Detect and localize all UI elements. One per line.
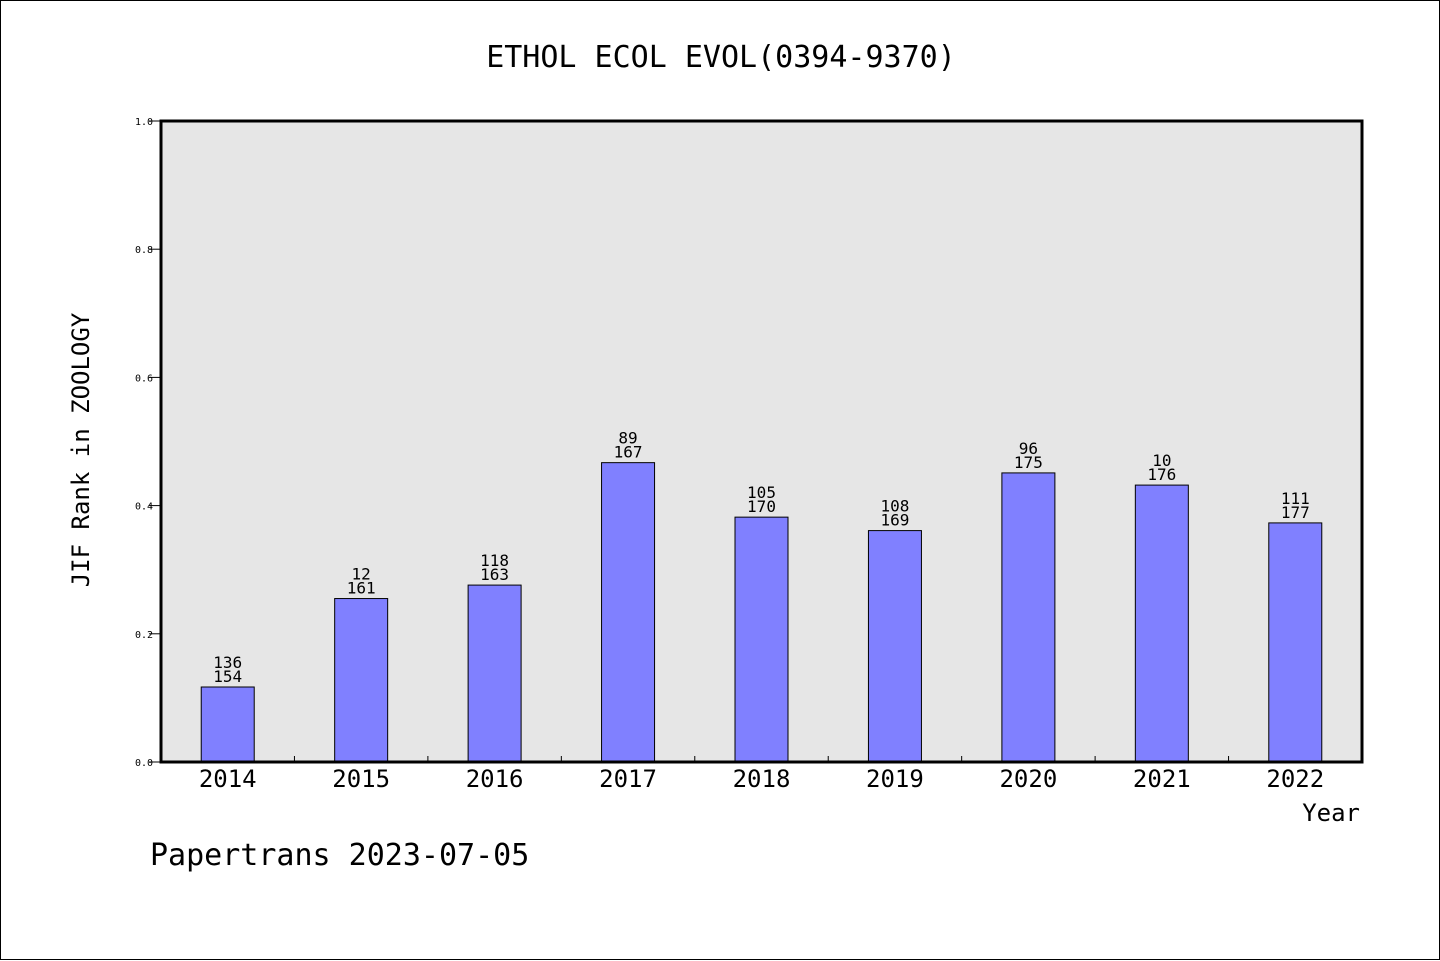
bar-rank-label: 12 — [352, 565, 371, 584]
bar-total-label: 154 — [213, 667, 242, 686]
footer-source-date: Papertrans 2023-07-05 — [150, 838, 529, 873]
y-axis-label: JIF Rank in ZOOLOGY — [67, 312, 95, 587]
bar-total-label: 177 — [1281, 503, 1310, 522]
y-tick-label: 0.0 — [135, 758, 153, 769]
chart-title: ETHOL ECOL EVOL(0394-9370) — [486, 40, 956, 75]
bar-total-label: 176 — [1147, 465, 1176, 484]
x-tick-label: 2021 — [1133, 765, 1191, 793]
bar-total-label: 167 — [614, 443, 643, 462]
x-tick-label: 2015 — [332, 765, 390, 793]
y-tick-label: 1.0 — [135, 117, 153, 128]
bar-rank-label: 111 — [1281, 489, 1310, 508]
bar — [1268, 522, 1323, 763]
bar-total-label: 170 — [747, 497, 776, 516]
y-tick-label: 0.4 — [135, 502, 153, 513]
x-axis-label: Year — [1302, 799, 1360, 827]
bar-total-label: 163 — [480, 565, 509, 584]
bar-rank-label: 96 — [1019, 439, 1038, 458]
bar — [601, 462, 656, 763]
x-tick-label: 2022 — [1266, 765, 1324, 793]
y-axis: 0.0 0.2 0.4 0.6 0.8 1.0 — [135, 117, 161, 769]
bar — [867, 530, 922, 763]
y-tick-label: 0.2 — [135, 630, 153, 641]
bar — [1001, 472, 1056, 763]
bar-rank-label: 10 — [1152, 451, 1171, 470]
y-tick-label: 0.8 — [135, 245, 153, 256]
x-tick-label: 2016 — [466, 765, 524, 793]
bar — [200, 686, 255, 763]
bar-rank-label: 108 — [880, 497, 909, 516]
bar-rank-label: 105 — [747, 483, 776, 502]
bar — [334, 598, 389, 763]
bar-rank-label: 136 — [213, 653, 242, 672]
bar-rank-label: 118 — [480, 551, 509, 570]
y-tick-label: 0.6 — [135, 373, 153, 384]
x-tick-label: 2018 — [733, 765, 791, 793]
bar-total-label: 175 — [1014, 453, 1043, 472]
x-tick-label: 2020 — [999, 765, 1057, 793]
bar — [1134, 484, 1189, 763]
x-tick-label: 2017 — [599, 765, 657, 793]
x-tick-label: 2014 — [199, 765, 257, 793]
bar — [734, 516, 789, 763]
plot-border — [159, 119, 1364, 764]
bar — [467, 584, 522, 763]
x-tick-label: 2019 — [866, 765, 924, 793]
bar-rank-label: 89 — [618, 429, 637, 448]
bar-total-label: 169 — [880, 511, 909, 530]
bar-total-label: 161 — [347, 579, 376, 598]
x-axis: 2014 2015 2016 2017 2018 2019 2020 2021 2022 — [199, 756, 1324, 793]
